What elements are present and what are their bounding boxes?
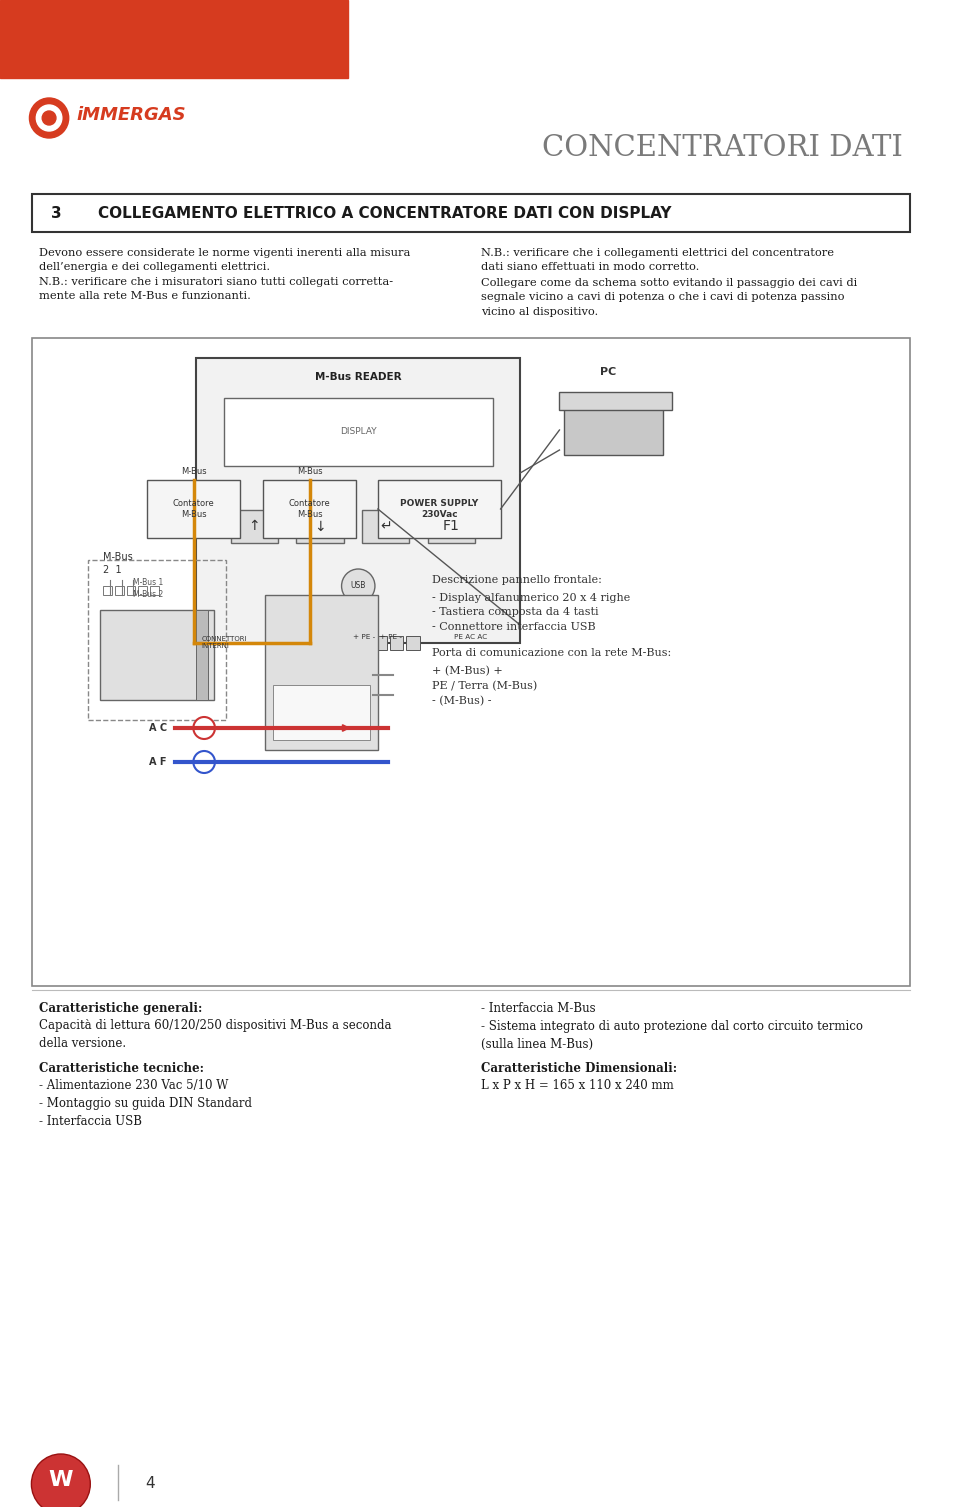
Text: Caratteristiche tecniche:: Caratteristiche tecniche: [39, 1062, 204, 1074]
Bar [150, 586, 159, 595]
Text: W: W [49, 1469, 73, 1490]
Text: ↓: ↓ [314, 520, 325, 533]
Text: PE AC AC: PE AC AC [454, 634, 488, 640]
Text: Descrizione pannello frontale:: Descrizione pannello frontale: [432, 576, 602, 585]
Bar [224, 398, 492, 466]
Bar [406, 636, 420, 650]
Bar [196, 610, 208, 699]
Bar [373, 636, 387, 650]
Bar [230, 509, 277, 543]
Text: N.B.: verificare che i collegamenti elettrici del concentratore
dati siano effet: N.B.: verificare che i collegamenti elet… [481, 249, 834, 273]
Bar [323, 636, 337, 650]
Bar [390, 636, 403, 650]
Bar [560, 392, 672, 410]
Bar [356, 636, 370, 650]
Circle shape [193, 750, 215, 773]
Text: ↵: ↵ [380, 520, 392, 533]
Text: M-Bus READER: M-Bus READER [315, 372, 401, 381]
Text: A C: A C [149, 723, 167, 732]
Text: - Display alfanumerico 20 x 4 righe
- Tastiera composta da 4 tasti
- Connettore : - Display alfanumerico 20 x 4 righe - Ta… [432, 592, 630, 631]
Text: Contatore
M-Bus: Contatore M-Bus [173, 499, 215, 520]
Text: CONCENTRATORI DATI: CONCENTRATORI DATI [542, 134, 903, 161]
Text: + PE -  + PE -: + PE - + PE - [353, 634, 402, 640]
Bar [564, 399, 662, 455]
Bar [147, 481, 240, 538]
Circle shape [342, 570, 375, 603]
Bar [297, 509, 344, 543]
Text: M-Bus 1: M-Bus 1 [132, 579, 163, 588]
Text: iMMERGAS: iMMERGAS [77, 105, 186, 124]
Text: POWER SUPPLY
230Vac: POWER SUPPLY 230Vac [400, 499, 478, 520]
Text: F1: F1 [444, 520, 460, 533]
Bar [265, 595, 378, 750]
Circle shape [42, 112, 56, 125]
Text: Porta di comunicazione con la rete M-Bus:: Porta di comunicazione con la rete M-Bus… [432, 648, 671, 659]
Text: DISPLAY: DISPLAY [340, 428, 376, 437]
Bar [0, 0, 348, 78]
Text: 4: 4 [145, 1477, 155, 1492]
Bar [88, 561, 226, 720]
Text: ↑: ↑ [249, 520, 260, 533]
Bar [428, 509, 475, 543]
Text: COLLEGAMENTO ELETTRICO A CONCENTRATORE DATI CON DISPLAY: COLLEGAMENTO ELETTRICO A CONCENTRATORE D… [98, 205, 672, 220]
Circle shape [32, 1454, 90, 1507]
Text: M-Bus: M-Bus [297, 467, 323, 476]
Text: + (M-Bus) +
PE / Terra (M-Bus)
- (M-Bus) -: + (M-Bus) + PE / Terra (M-Bus) - (M-Bus)… [432, 666, 537, 707]
Bar [306, 636, 320, 650]
Bar [127, 586, 135, 595]
Bar [362, 509, 409, 543]
Bar [103, 586, 112, 595]
Bar [273, 686, 370, 740]
Bar [263, 481, 356, 538]
Text: L x P x H = 165 x 110 x 240 mm: L x P x H = 165 x 110 x 240 mm [481, 1079, 674, 1093]
Text: CONNETTORI
INTERNI: CONNETTORI INTERNI [202, 636, 247, 650]
Text: Devono essere considerate le norme vigenti inerenti alla misura
dell’energia e d: Devono essere considerate le norme vigen… [39, 249, 411, 301]
Text: M-Bus: M-Bus [181, 467, 206, 476]
Text: M-Bus 2: M-Bus 2 [132, 591, 163, 598]
Bar [340, 636, 353, 650]
Bar [290, 636, 303, 650]
Text: - Interfaccia M-Bus
- Sistema integrato di auto protezione dal corto circuito te: - Interfaccia M-Bus - Sistema integrato … [481, 1002, 863, 1050]
Text: A F: A F [149, 757, 167, 767]
Text: Caratteristiche Dimensionali:: Caratteristiche Dimensionali: [481, 1062, 677, 1074]
Bar [378, 481, 500, 538]
Text: Collegare come da schema sotto evitando il passaggio dei cavi di
segnale vicino : Collegare come da schema sotto evitando … [481, 277, 857, 316]
Circle shape [30, 98, 69, 139]
Bar [33, 338, 910, 986]
Bar [115, 586, 124, 595]
Text: - Alimentazione 230 Vac 5/10 W
- Montaggio su guida DIN Standard
- Interfaccia U: - Alimentazione 230 Vac 5/10 W - Montagg… [39, 1079, 252, 1129]
Circle shape [36, 105, 61, 131]
Bar [100, 610, 214, 699]
Text: Capacità di lettura 60/120/250 dispositivi M-Bus a seconda
della versione.: Capacità di lettura 60/120/250 dispositi… [39, 1019, 392, 1050]
Text: Caratteristiche generali:: Caratteristiche generali: [39, 1002, 203, 1016]
Bar [138, 586, 147, 595]
Bar [33, 194, 910, 232]
Bar [196, 359, 520, 643]
Text: 3: 3 [51, 205, 61, 220]
Text: Contatore
M-Bus: Contatore M-Bus [289, 499, 330, 520]
Text: PC: PC [600, 368, 616, 377]
Text: M-Bus
2  1: M-Bus 2 1 [103, 552, 132, 576]
Circle shape [193, 717, 215, 738]
Text: USB: USB [350, 582, 366, 591]
